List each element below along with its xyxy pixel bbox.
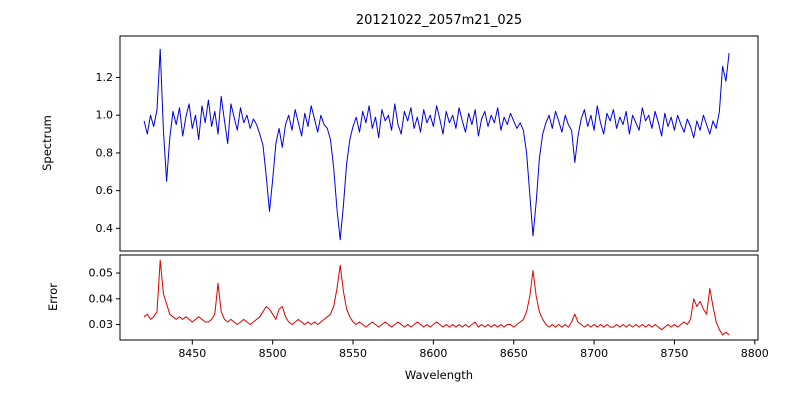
x-tick-label: 8750	[660, 347, 688, 360]
error-y-tick-label: 0.03	[89, 318, 114, 331]
error-y-axis-label: Error	[46, 282, 60, 312]
x-axis-label: Wavelength	[404, 368, 474, 382]
x-tick-label: 8800	[741, 347, 769, 360]
x-tick-label: 8600	[419, 347, 447, 360]
error-line	[143, 259, 730, 336]
x-tick-label: 8550	[339, 347, 367, 360]
spectrum-panel-border	[119, 35, 759, 252]
spectrum-line	[143, 48, 730, 241]
spectrum-y-tick-label: 1.2	[96, 71, 114, 84]
error-y-tick-label: 0.05	[89, 267, 114, 280]
chart-title: 20121022_2057m21_025	[355, 13, 523, 28]
spectrum-y-tick-label: 0.8	[96, 146, 114, 159]
spectrum-y-tick-label: 0.4	[96, 222, 114, 235]
x-tick-label: 8450	[178, 347, 206, 360]
x-tick-label: 8650	[500, 347, 528, 360]
x-tick-label: 8700	[580, 347, 608, 360]
x-tick-label: 8500	[259, 347, 287, 360]
error-y-tick-label: 0.04	[89, 292, 114, 305]
spectrum-y-axis-label: Spectrum	[40, 115, 54, 171]
error-panel-border	[119, 254, 759, 341]
spectrum-y-tick-label: 1.0	[96, 109, 114, 122]
spectrum-y-tick-label: 0.6	[96, 184, 114, 197]
